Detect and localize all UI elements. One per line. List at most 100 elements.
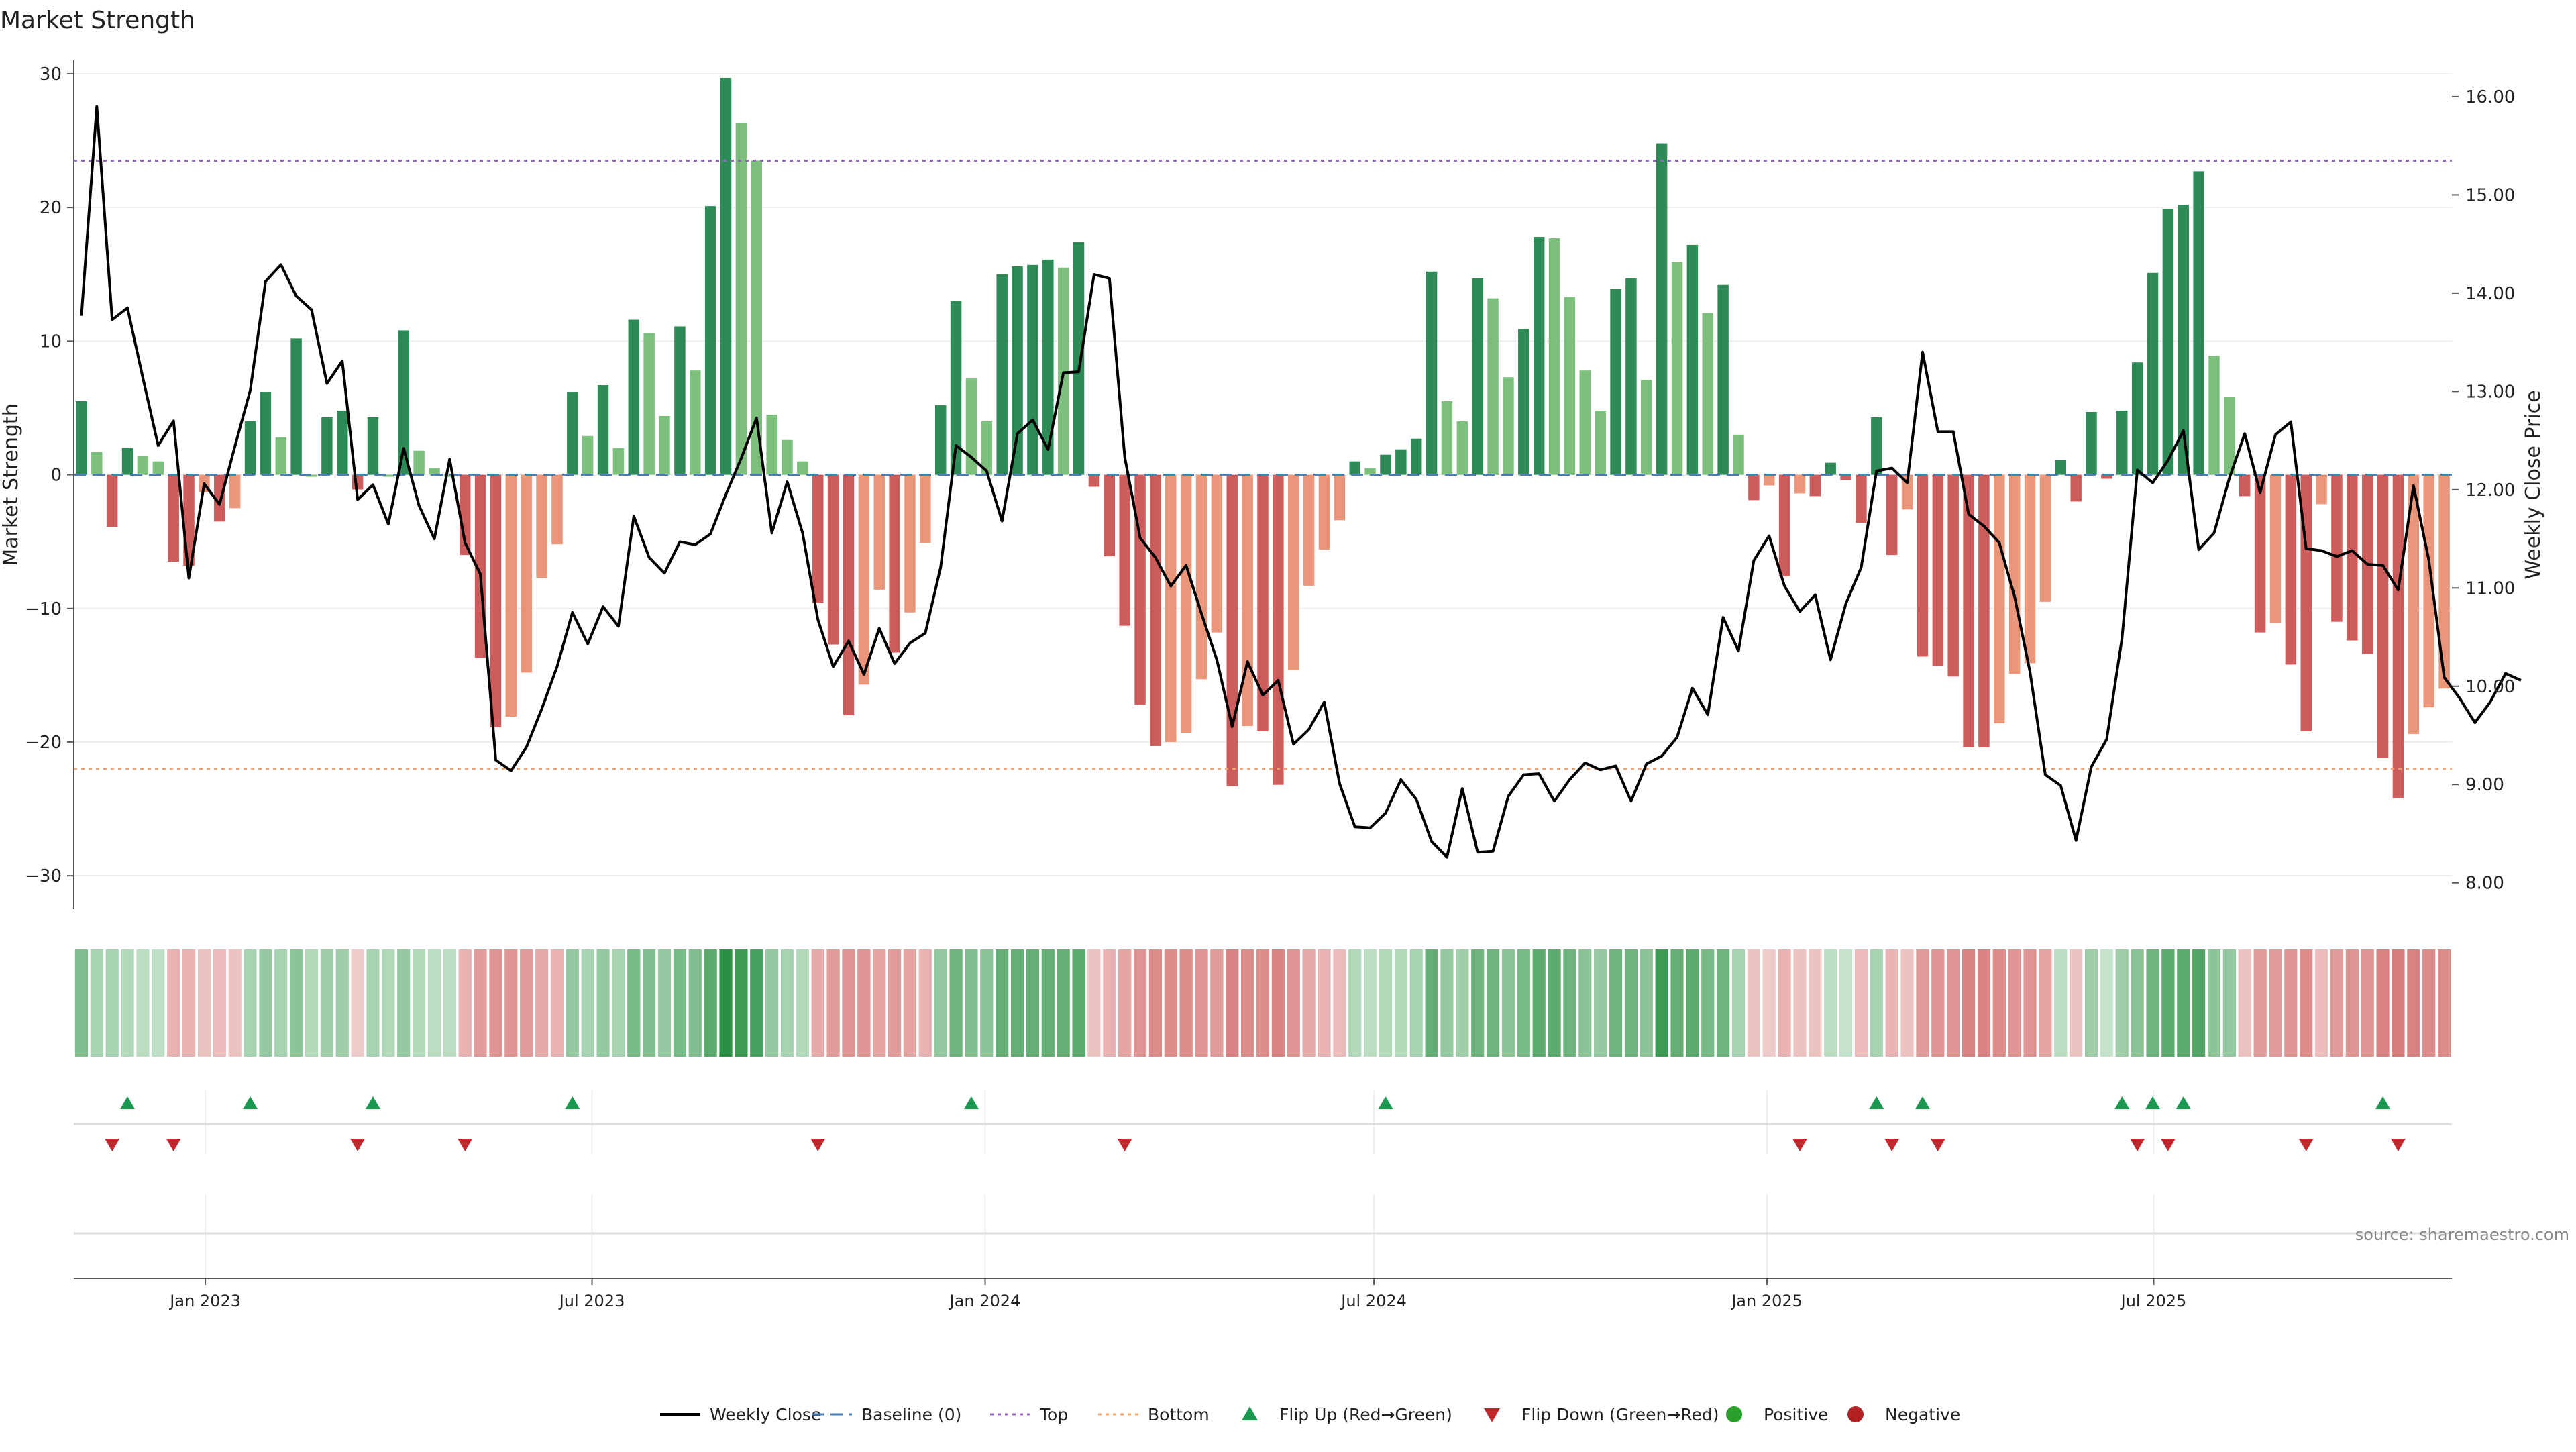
heatmap-cell: [2253, 949, 2267, 1057]
strength-bar: [1840, 474, 1851, 480]
heatmap-cell: [965, 949, 978, 1057]
strength-bar: [551, 474, 563, 545]
flip-down-marker: [2130, 1139, 2145, 1151]
strength-bar: [1134, 474, 1146, 705]
heatmap-cell: [197, 949, 211, 1057]
strength-bar: [1641, 380, 1652, 475]
strength-bar: [2300, 474, 2312, 732]
x-axis: Jan 2023 Jul 2023 Jan 2024 Jul 2024 Jan 2025…: [74, 1278, 2452, 1310]
heatmap-cell: [1962, 949, 1976, 1057]
heatmap-cell: [550, 949, 564, 1057]
heatmap-cell: [228, 949, 241, 1057]
strength-bar: [1088, 474, 1100, 487]
strength-bar: [1733, 434, 1744, 475]
x-tick-label: Jan 2024: [949, 1292, 1021, 1310]
heatmap-cell: [1271, 949, 1285, 1057]
heatmap-cell: [105, 949, 119, 1057]
x-tick-label: Jan 2025: [1730, 1292, 1803, 1310]
left-axis-title: Market Strength: [0, 403, 23, 566]
right-tick-label: 15.00: [2465, 185, 2515, 205]
heatmap-cell: [2161, 949, 2175, 1057]
strength-bar: [214, 474, 225, 522]
heatmap-cell: [857, 949, 871, 1057]
strength-bar: [582, 435, 594, 475]
heatmap-cell: [136, 949, 150, 1057]
strength-bar: [1195, 474, 1208, 680]
strength-bar: [382, 474, 394, 477]
strength-bar: [1856, 474, 1867, 523]
heatmap-cell: [1333, 949, 1346, 1057]
legend-item: Flip Down (Green→Red): [1484, 1405, 1719, 1424]
strength-bar: [597, 385, 609, 475]
strength-bar: [1625, 278, 1637, 475]
flip-down-marker: [1792, 1139, 1807, 1151]
flip-up-marker: [1869, 1096, 1884, 1109]
strength-bar: [1441, 401, 1453, 475]
strength-bar: [152, 461, 164, 475]
heatmap-cell: [2084, 949, 2098, 1057]
strength-bar: [904, 474, 916, 613]
flip-down-marker: [810, 1139, 826, 1151]
strength-bar: [121, 448, 133, 475]
heatmap-cell: [657, 949, 672, 1057]
heatmap-cell: [566, 949, 579, 1057]
strength-bar: [1380, 454, 1391, 475]
flip-down-marker: [2298, 1139, 2314, 1151]
strength-bar: [2039, 474, 2051, 602]
strength-bar: [920, 474, 931, 543]
heatmap-cell: [1900, 949, 1914, 1057]
heatmap-cell: [2023, 949, 2037, 1057]
strength-bar: [797, 461, 808, 475]
heatmap-cell: [949, 949, 963, 1057]
heatmap-cell: [1578, 949, 1592, 1057]
flip-up-marker: [1915, 1096, 1930, 1109]
strength-bar: [106, 474, 118, 527]
strength-bar: [858, 474, 870, 685]
strength-bar: [782, 439, 793, 475]
flip-down-marker: [1884, 1139, 1900, 1151]
heatmap-cell: [1486, 949, 1500, 1057]
heatmap-cell: [351, 949, 364, 1057]
strength-bar: [1656, 143, 1668, 475]
right-tick-label: 11.00: [2465, 578, 2515, 599]
strength-bar: [1825, 462, 1836, 475]
heatmap-cell: [1148, 949, 1163, 1057]
heatmap-cell: [2192, 949, 2206, 1057]
heatmap-cell: [673, 949, 687, 1057]
legend-label: Positive: [1764, 1405, 1828, 1424]
legend-swatch-flip-down: [1484, 1408, 1500, 1422]
strength-bar: [229, 474, 241, 509]
heatmap-cell: [1256, 949, 1270, 1057]
strength-bars: [76, 77, 2450, 798]
heatmap-cell: [1318, 949, 1331, 1057]
strength-bar: [137, 456, 149, 475]
flip-up-marker: [2145, 1096, 2161, 1109]
heatmap-cell: [2100, 949, 2114, 1057]
strength-bar: [337, 410, 348, 475]
strength-bar: [2269, 474, 2282, 623]
strength-bar: [1994, 474, 2005, 724]
strength-bar: [1778, 474, 1790, 576]
heatmap-cell: [996, 949, 1009, 1057]
strength-bar: [2392, 474, 2404, 798]
strength-bar: [1717, 284, 1729, 475]
heatmap-cell: [2008, 949, 2021, 1057]
strength-bar: [76, 401, 87, 475]
heatmap-cell: [1348, 949, 1362, 1057]
strength-bar: [1456, 421, 1468, 475]
strength-bar: [1748, 474, 1760, 501]
heatmap-cell: [873, 949, 886, 1057]
strength-bar: [981, 421, 993, 475]
strength-bar: [1349, 461, 1360, 475]
strength-bar: [2131, 362, 2143, 475]
heatmap-cell: [2222, 949, 2236, 1057]
heatmap-cell: [2376, 949, 2390, 1057]
heatmap-cell: [2115, 949, 2129, 1057]
heatmap-cell: [474, 949, 487, 1057]
heatmap-cell: [1931, 949, 1945, 1057]
flip-up-marker: [2375, 1096, 2391, 1109]
flip-up-marker: [2176, 1096, 2191, 1109]
strength-bar: [2331, 474, 2343, 622]
heatmap-cell: [1594, 949, 1607, 1057]
strength-bar: [612, 448, 625, 475]
